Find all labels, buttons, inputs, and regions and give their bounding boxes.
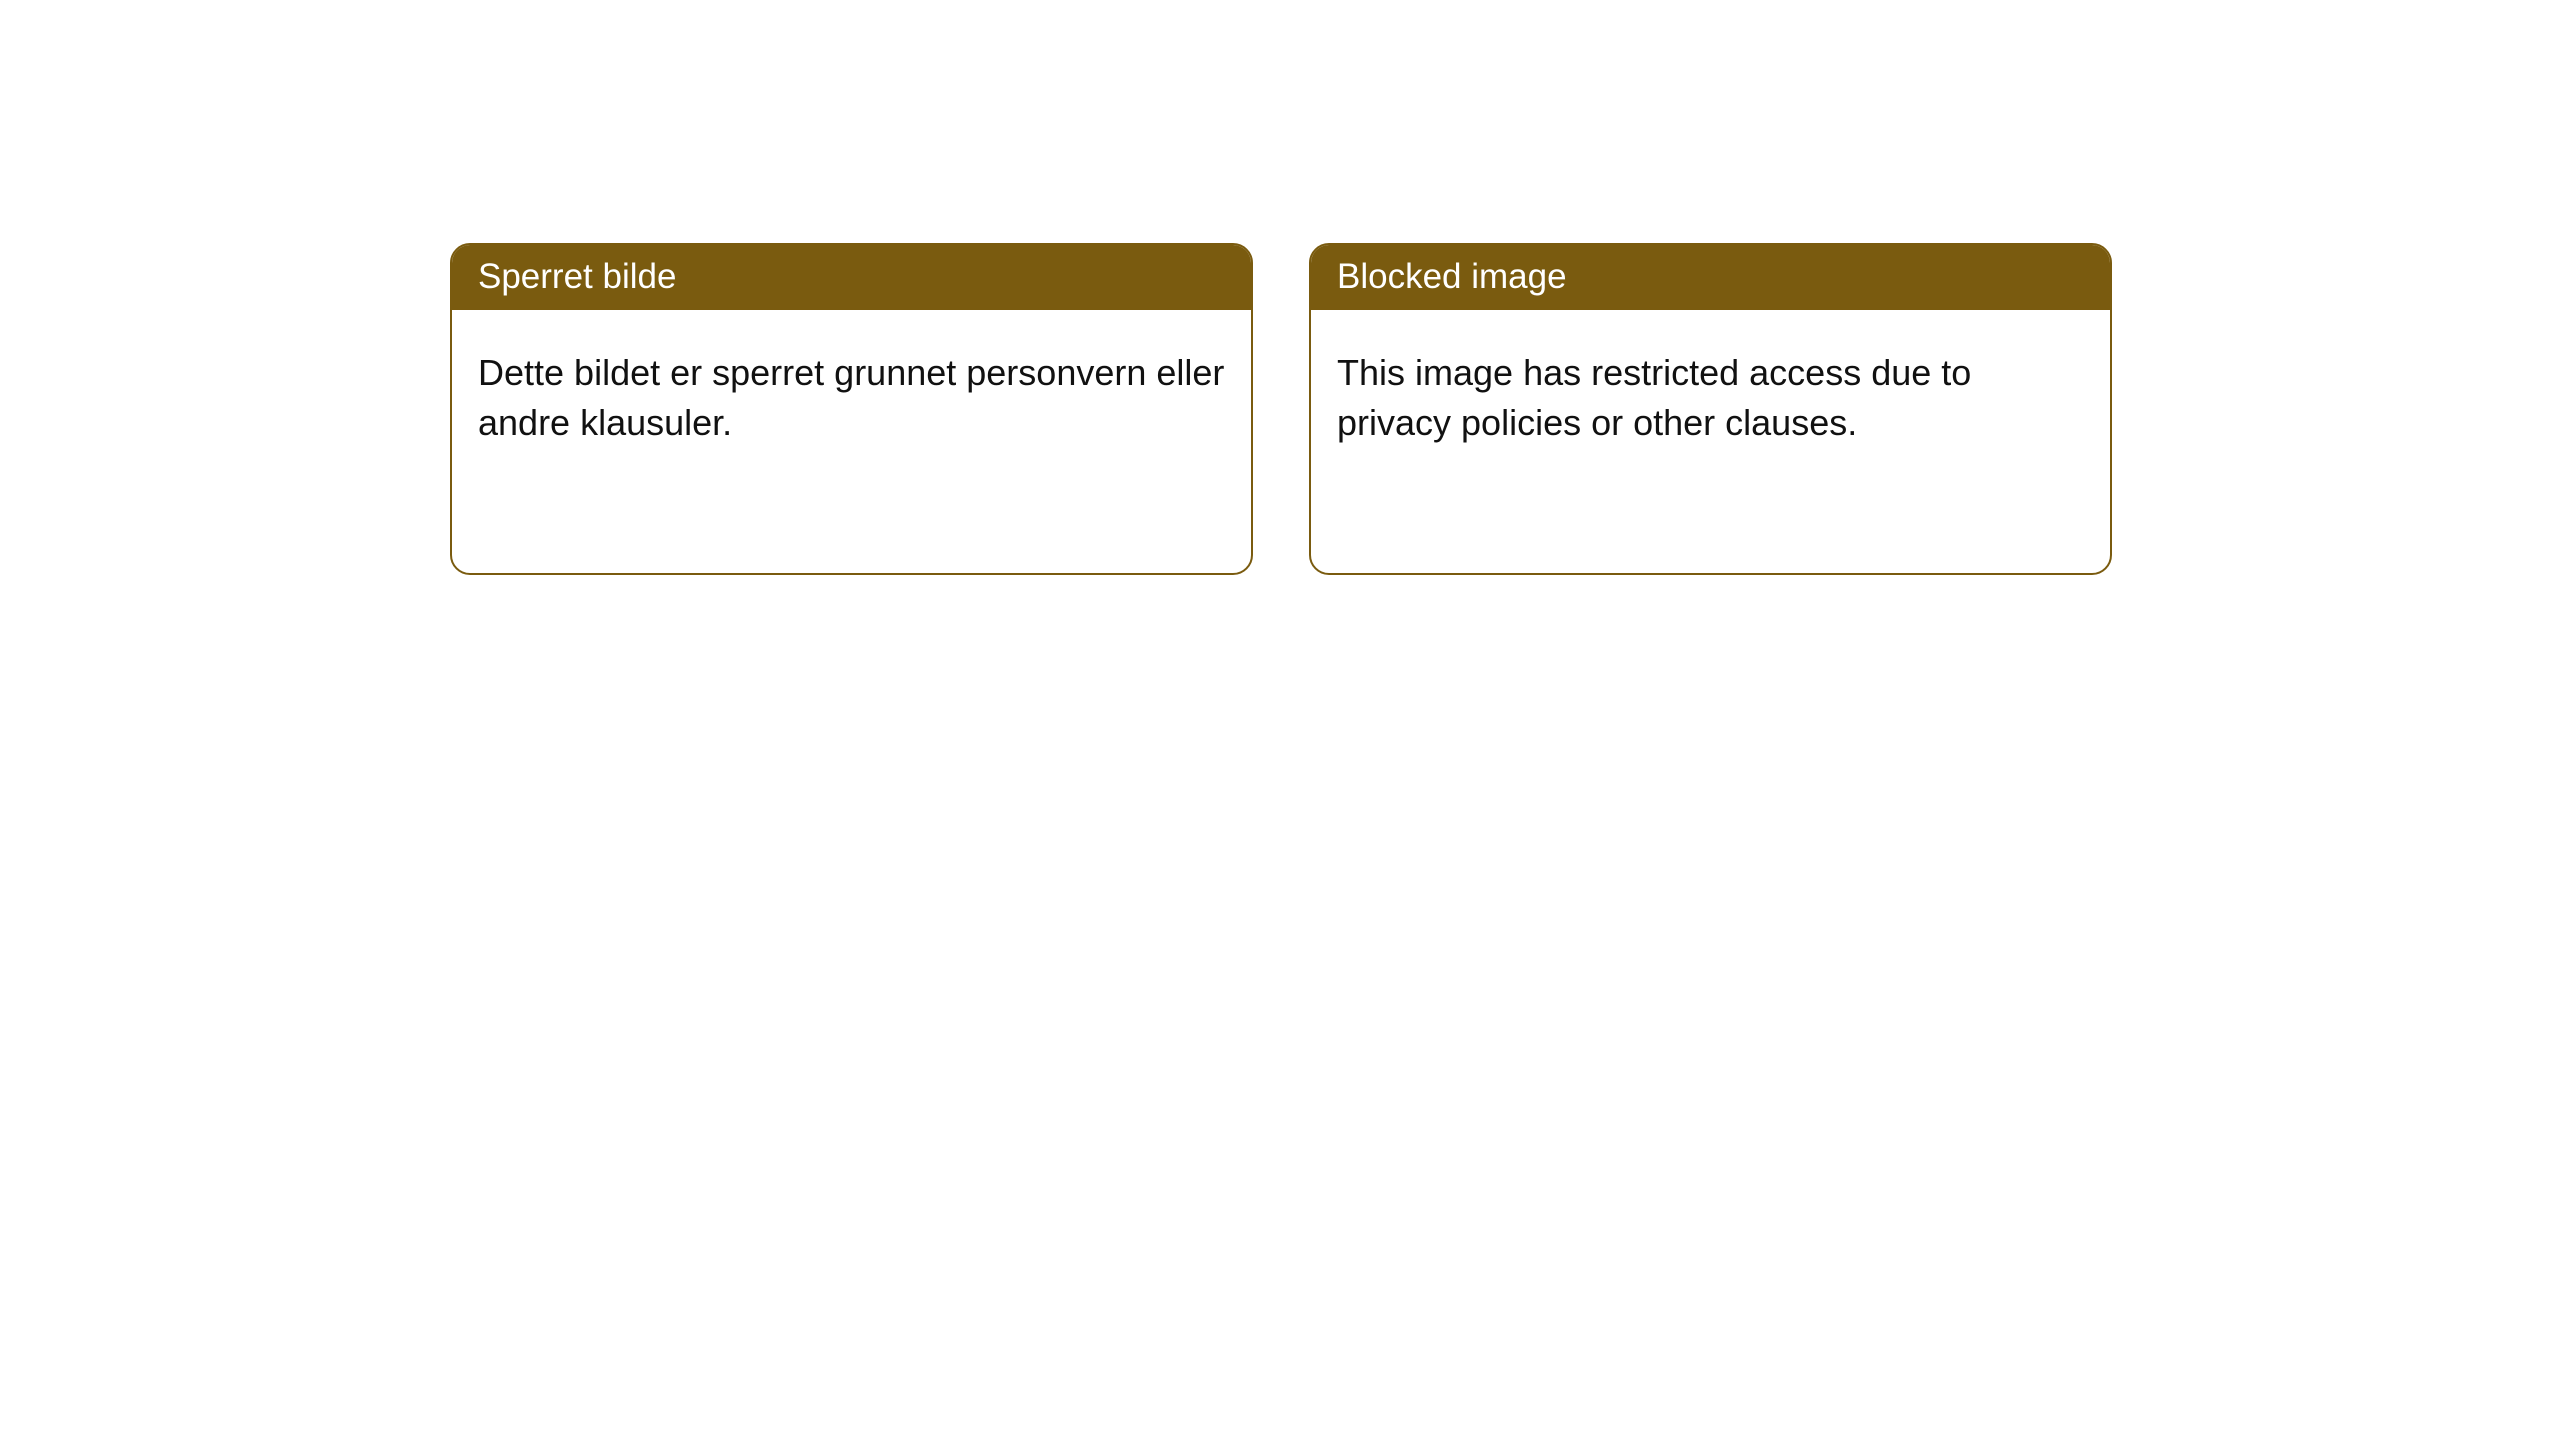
blocked-image-card-no: Sperret bilde Dette bildet er sperret gr… — [450, 243, 1253, 575]
card-header: Sperret bilde — [452, 245, 1251, 310]
card-header: Blocked image — [1311, 245, 2110, 310]
card-body-text: Dette bildet er sperret grunnet personve… — [478, 352, 1224, 443]
card-title: Blocked image — [1337, 257, 1567, 296]
card-body-text: This image has restricted access due to … — [1337, 352, 1971, 443]
card-body: Dette bildet er sperret grunnet personve… — [452, 310, 1251, 487]
cards-container: Sperret bilde Dette bildet er sperret gr… — [0, 0, 2560, 575]
blocked-image-card-en: Blocked image This image has restricted … — [1309, 243, 2112, 575]
card-title: Sperret bilde — [478, 257, 676, 296]
card-body: This image has restricted access due to … — [1311, 310, 2110, 487]
